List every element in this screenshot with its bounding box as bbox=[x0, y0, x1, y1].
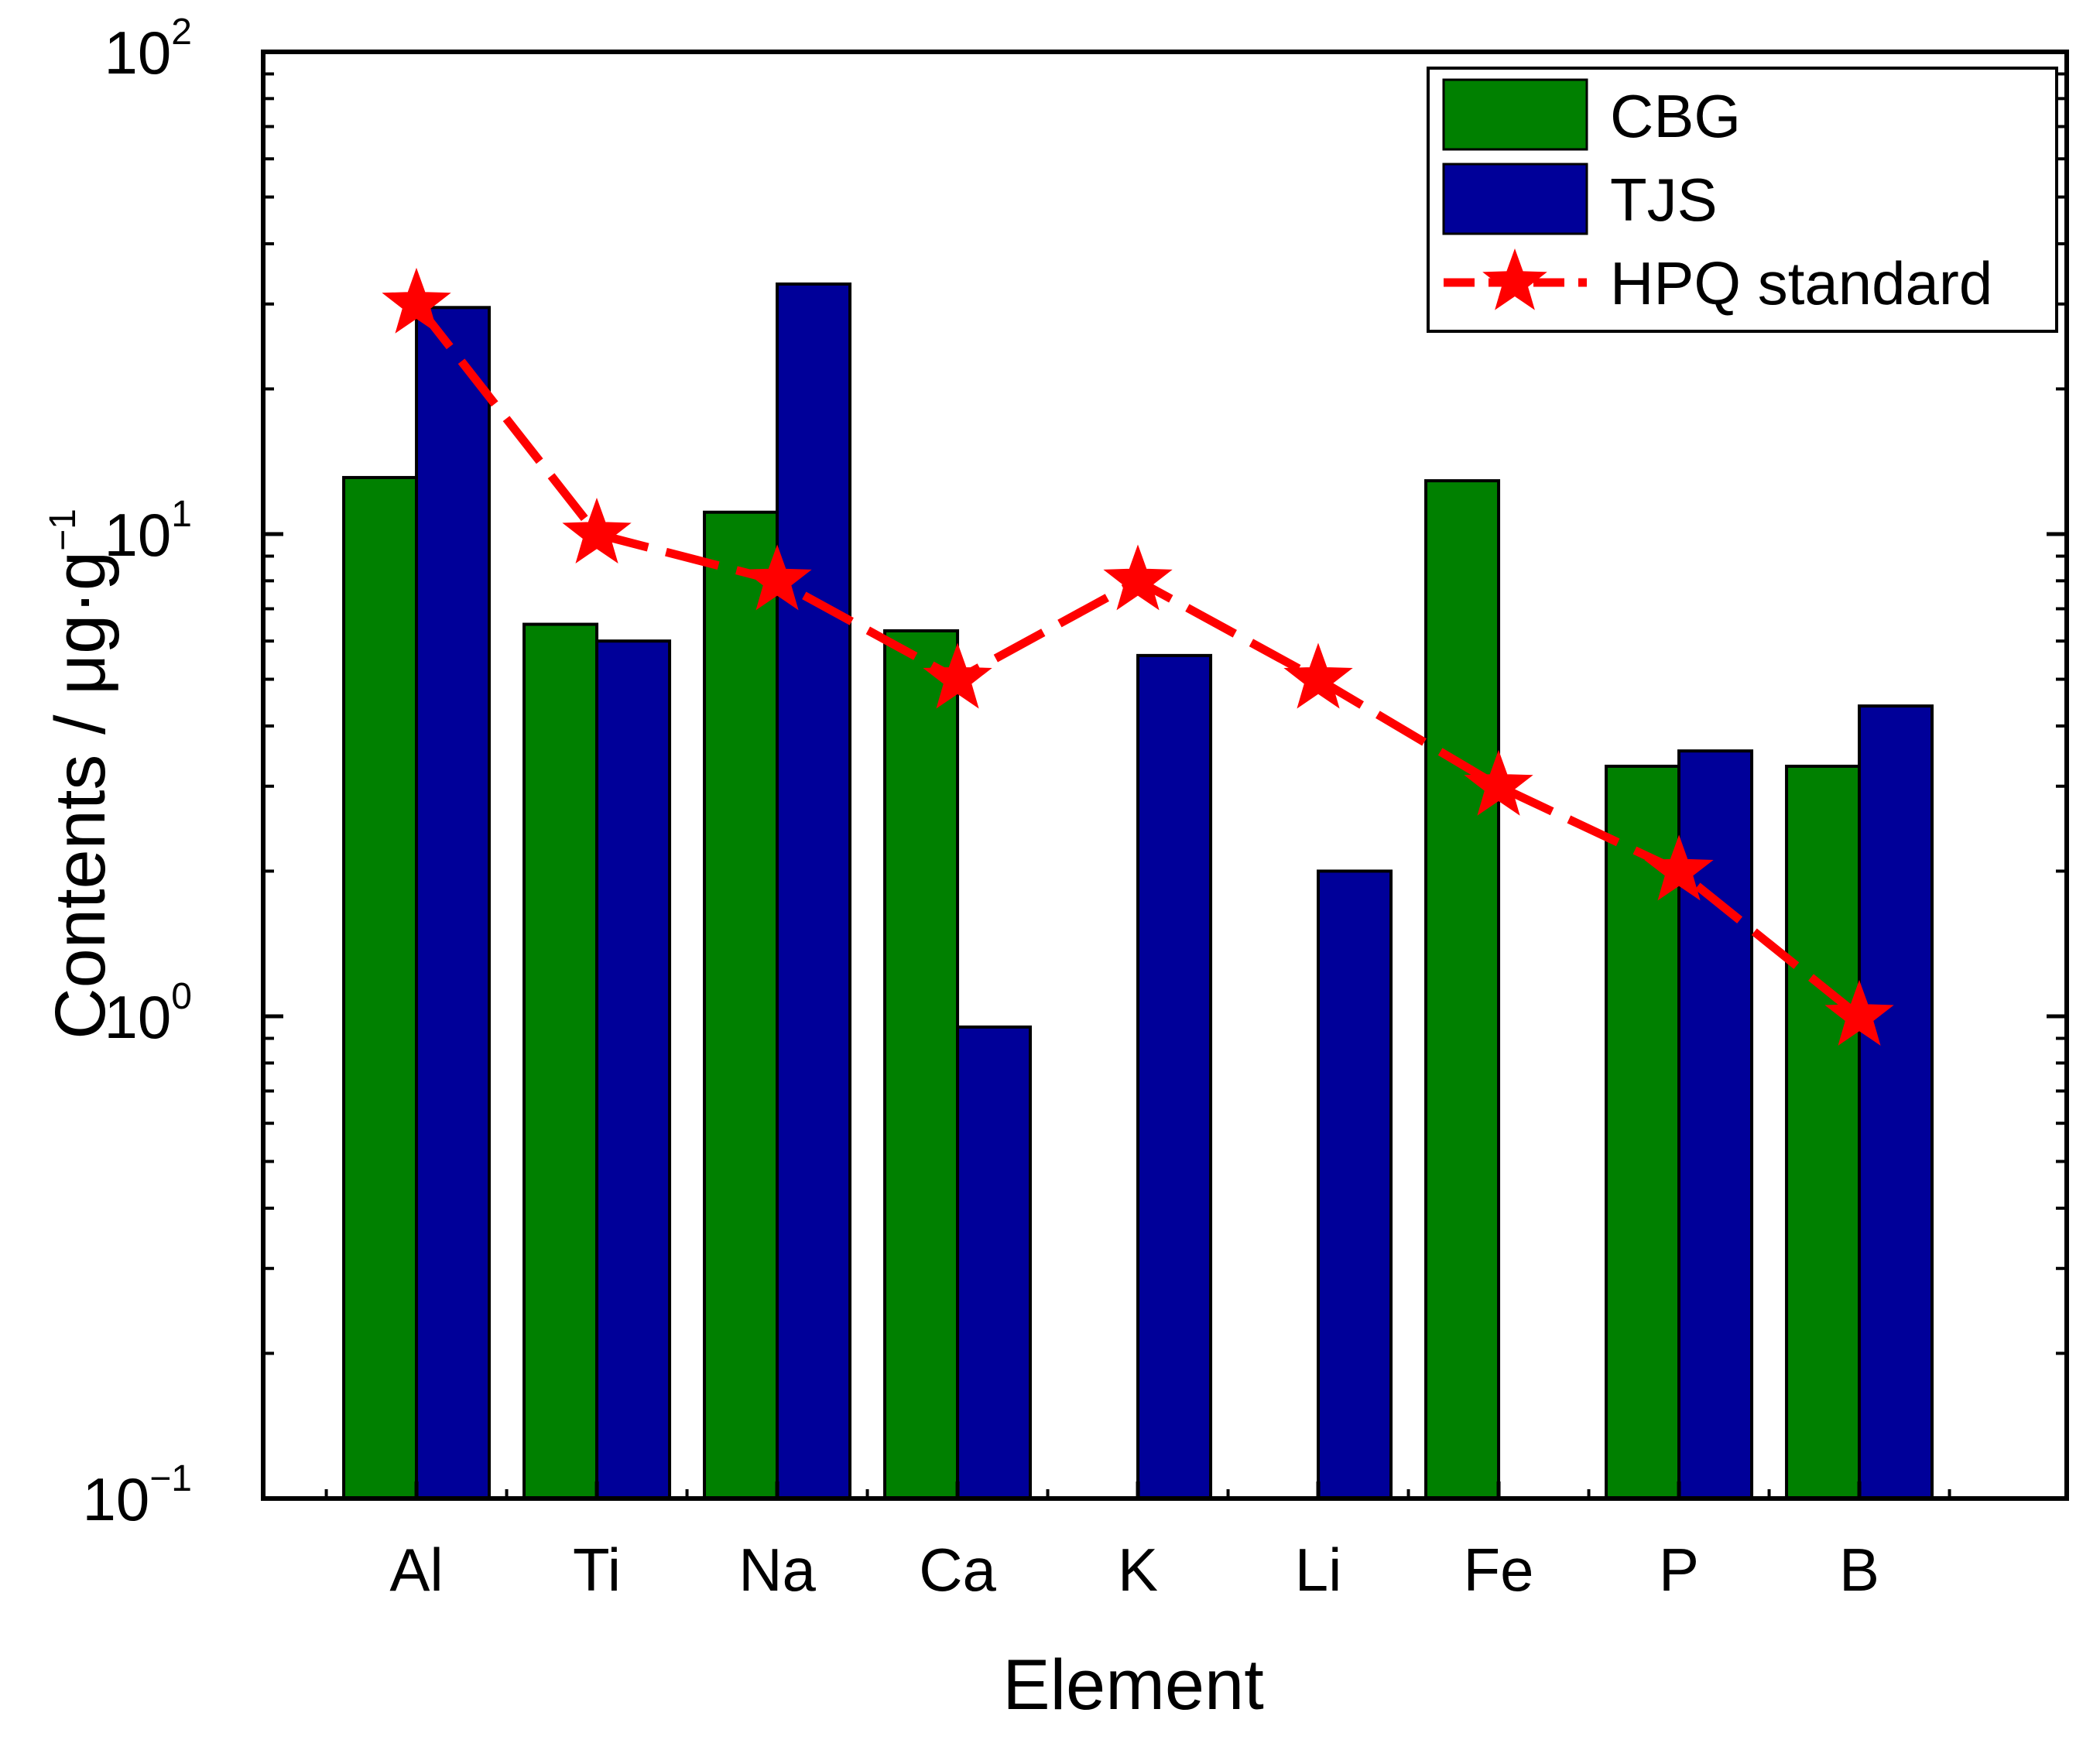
bar-cbg-fe bbox=[1424, 479, 1501, 1500]
y-axis-title: Contents / μg·g−1 bbox=[41, 509, 120, 1040]
bar-tjs-na bbox=[776, 282, 852, 1500]
legend-label-hpq: HPQ standard bbox=[1610, 249, 1992, 317]
hpq-star-na bbox=[742, 544, 812, 611]
hpq-star-b bbox=[1824, 980, 1894, 1046]
bar-tjs-b bbox=[1858, 704, 1934, 1500]
hpq-star-k bbox=[1103, 544, 1173, 611]
legend-star-hpq bbox=[1482, 248, 1547, 310]
bar-cbg-ti bbox=[522, 622, 599, 1501]
bar-tjs-li bbox=[1317, 869, 1393, 1500]
hpq-star-al bbox=[382, 267, 451, 334]
bar-cbg-na bbox=[703, 510, 779, 1500]
bar-tjs-k bbox=[1136, 653, 1213, 1500]
bar-tjs-ca bbox=[956, 1025, 1033, 1500]
y-tick-label: 100 bbox=[104, 976, 192, 1051]
y-major-ticks: 10−1 100 101 102 bbox=[83, 12, 2067, 1533]
bar-cbg-ca bbox=[883, 629, 960, 1500]
y-tick-label: 101 bbox=[104, 494, 192, 569]
x-tick-label-fe: Fe bbox=[1464, 1536, 1534, 1604]
legend-swatch-cbg bbox=[1442, 78, 1588, 151]
x-tick-label-ca: Ca bbox=[919, 1536, 996, 1604]
bar-tjs-al bbox=[415, 306, 492, 1500]
legend: CBG TJS HPQ standard bbox=[1427, 67, 2058, 333]
hpq-stars bbox=[382, 267, 1894, 1046]
y-axis-title-exp: −1 bbox=[43, 509, 84, 551]
bar-cbg-b bbox=[1785, 764, 1862, 1500]
plot-frame bbox=[261, 50, 2069, 1501]
x-tick-label-b: B bbox=[1839, 1536, 1879, 1604]
legend-label-tjs: TJS bbox=[1610, 166, 1718, 234]
x-tick-label-na: Na bbox=[738, 1536, 816, 1604]
y-axis-title-main: Contents / μg·g bbox=[41, 551, 120, 1040]
x-tick-label-k: K bbox=[1118, 1536, 1158, 1604]
x-tick-label-ti: Ti bbox=[573, 1536, 621, 1604]
hpq-star-li bbox=[1283, 642, 1353, 709]
y-tick-label: 10−1 bbox=[83, 1458, 193, 1533]
legend-label-cbg: CBG bbox=[1610, 82, 1741, 150]
bars bbox=[342, 282, 1934, 1501]
hpq-star-fe bbox=[1464, 749, 1533, 816]
x-axis-title: Element bbox=[1002, 1646, 1264, 1725]
x-tick-label-p: P bbox=[1659, 1536, 1699, 1604]
hpq-star-ca bbox=[923, 642, 992, 709]
hpq-star-p bbox=[1644, 834, 1714, 901]
bar-tjs-ti bbox=[595, 639, 672, 1500]
hpq-star-ti bbox=[562, 498, 632, 563]
y-tick-label: 102 bbox=[104, 12, 192, 87]
bar-cbg-al bbox=[342, 475, 419, 1501]
legend-swatch-tjs bbox=[1442, 163, 1588, 235]
x-tick-labels: Al Ti Na Ca K Li Fe P B bbox=[389, 1536, 1879, 1604]
x-tick-label-li: Li bbox=[1295, 1536, 1342, 1604]
x-ticks bbox=[324, 1481, 1951, 1499]
x-tick-label-al: Al bbox=[389, 1536, 443, 1604]
